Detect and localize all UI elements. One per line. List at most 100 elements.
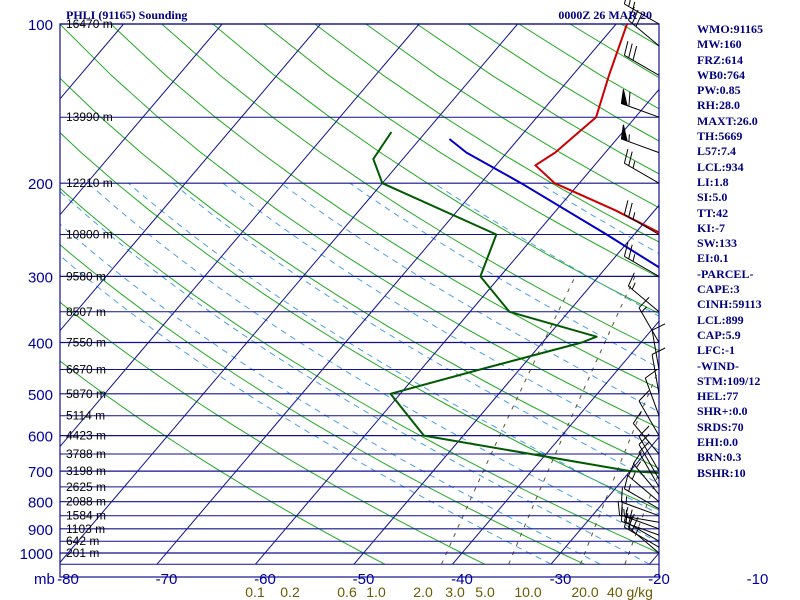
temperature-tick-label: -10: [747, 571, 769, 588]
dry-adiabats: [60, 24, 659, 565]
pressure-tick-label: 800: [28, 495, 53, 512]
sounding-index: EI:0.1: [697, 251, 729, 266]
sounding-index: CAPE:3: [697, 282, 740, 297]
sounding-index: EHI:0.0: [697, 435, 739, 450]
moist-adiabat: [172, 182, 659, 485]
moist-adiabat: [87, 182, 659, 544]
plot-frame: [59, 23, 660, 578]
wind-barb: [638, 441, 660, 488]
wind-barb: [651, 347, 666, 394]
temperature-tick-label: -70: [156, 571, 178, 588]
dry-adiabat: [110, 24, 659, 390]
pressure-unit-label: mb: [34, 571, 55, 588]
height-label: 3788 m: [66, 447, 106, 461]
sounding-index: LCL:899: [697, 312, 744, 327]
chart-timestamp: 0000Z 26 MAR 20: [558, 8, 652, 22]
mixing-ratio-label: 1.0: [366, 584, 386, 600]
sounding-index: SRDS:70: [697, 419, 744, 434]
dry-adiabat: [60, 24, 659, 429]
sounding-index: SW:133: [697, 236, 738, 251]
mixing-ratio-label: 0.1: [245, 584, 265, 600]
wind-barb: [620, 124, 660, 154]
height-label: 1584 m: [66, 509, 106, 523]
mixing-ratio-label: 20.0: [571, 584, 598, 600]
sounding-index: WB0:764: [697, 67, 745, 82]
mixing-ratio-label: 2.0: [413, 584, 433, 600]
mixing-ratio-label: 0.2: [280, 584, 300, 600]
dry-adiabat: [60, 360, 386, 565]
pressure-tick-label: 700: [28, 464, 53, 481]
temperature-trace: [534, 24, 659, 234]
height-label: 2088 m: [66, 495, 106, 509]
wind-barb: [623, 0, 660, 25]
temperature-tick-label: -80: [57, 571, 79, 588]
sounding-index: CINH:59113: [697, 297, 762, 312]
sounding-index: MW:160: [697, 37, 742, 52]
sounding-index: PW:0.85: [697, 83, 741, 98]
dry-adiabat: [212, 24, 659, 314]
pressure-tick-label: 600: [28, 429, 53, 446]
dry-adiabat: [60, 132, 659, 511]
sounding-index: FRZ:614: [697, 52, 743, 67]
mixing-ratio-label: 0.6: [337, 584, 357, 600]
temperature-tick-label: -40: [451, 571, 473, 588]
mixing-ratio-label: 5.0: [475, 584, 495, 600]
sounding-index: TT:42: [697, 205, 729, 220]
sounding-index: SI:5.0: [697, 190, 728, 205]
sounding-index: SHR+:0.0: [697, 404, 748, 419]
moist-adiabat: [60, 223, 601, 565]
isotherm: [60, 24, 420, 448]
height-label: 5870 m: [66, 387, 106, 401]
height-label: 7550 m: [66, 336, 106, 350]
sounding-index: BSHR:10: [697, 465, 746, 480]
mixing-ratio-label: 3.0: [445, 584, 465, 600]
dry-adiabat: [60, 244, 585, 565]
wind-barb: [638, 425, 660, 472]
height-label: 2625 m: [66, 480, 106, 494]
sounding-index: WMO:91165: [697, 22, 763, 36]
sounding-index: CAP:5.9: [697, 327, 741, 342]
sounding-index: -PARCEL-: [697, 266, 754, 281]
moist-adiabat: [280, 182, 659, 413]
sounding-index: LFC:-1: [697, 343, 735, 358]
height-label: 8507 m: [66, 305, 106, 319]
mixing-ratio-label: 10.0: [514, 584, 541, 600]
dry-adiabat: [161, 24, 659, 352]
wind-barb: [620, 500, 660, 530]
mixing-ratio-line: [580, 367, 659, 565]
height-label: 16470 m: [66, 17, 113, 31]
sounding-index: LI:1.8: [697, 174, 729, 189]
wind-barbs: [617, 0, 666, 554]
wind-barb: [617, 500, 660, 523]
isotherm: [550, 436, 659, 565]
chart-title: PHLI (91165) Sounding: [66, 8, 187, 22]
wind-barb: [627, 6, 660, 47]
wind-barb: [632, 411, 660, 455]
pressure-tick-label: 300: [28, 269, 53, 286]
mixing-ratio-label: 40 g/kg: [607, 584, 653, 600]
height-label: 6670 m: [66, 363, 106, 377]
sounding-indices-panel: WMO:91165 MW:160 FRZ:614 WB0:764 PW:0.85 RH:2…: [697, 22, 800, 481]
pressure-tick-label: 400: [28, 336, 53, 353]
dry-adiabat: [60, 187, 659, 554]
isotherm: [255, 88, 659, 565]
sounding-index: KI:-7: [697, 220, 725, 235]
pressure-tick-label: 200: [28, 176, 53, 193]
temperature-tick-label: -60: [254, 571, 276, 588]
height-label: 5114 m: [66, 409, 105, 423]
wind-barb: [620, 487, 660, 517]
wind-barb: [627, 462, 660, 503]
isotherm: [452, 320, 659, 565]
mixing-ratio-lines: [441, 276, 659, 565]
wind-barb: [638, 433, 660, 480]
sounding-index: TH:5669: [697, 129, 743, 144]
isotherm: [156, 24, 617, 565]
height-label: 3198 m: [66, 464, 106, 478]
sounding-index: STM:109/12: [697, 373, 761, 388]
pressure-tick-label: 100: [28, 17, 53, 34]
isotherm: [60, 24, 223, 216]
wind-barb: [638, 390, 660, 436]
height-label: 201 m: [66, 546, 99, 560]
sounding-index: HEL:77: [697, 389, 739, 404]
